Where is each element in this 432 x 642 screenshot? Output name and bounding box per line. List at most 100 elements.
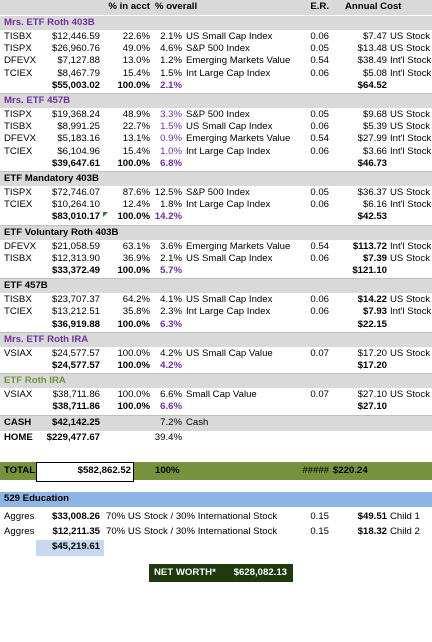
asset-category[interactable]: US Stock [390,347,430,359]
asset-category[interactable]: US Stock [390,31,430,42]
account-title[interactable]: ETF Roth IRA [4,375,66,387]
pct-overall[interactable]: 2.3% [160,306,182,318]
pct-overall[interactable]: 1.5% [160,67,182,79]
account-total-amount[interactable]: $38,711.86 [52,401,101,413]
annual-cost[interactable]: $14.22 [357,294,387,306]
expense-ratio[interactable]: 0.05 [310,187,329,198]
fund-name[interactable]: S&P 500 Index [186,187,250,198]
account-total-cost[interactable]: $46.73 [357,157,387,169]
account-total-cost[interactable]: $22.15 [357,318,387,330]
expense-ratio[interactable]: 0.07 [310,347,329,359]
account-total-pct-overall[interactable]: 6.6% [160,401,182,413]
pct-in-account[interactable]: 36.9% [122,252,150,264]
annual-cost[interactable]: $6.16 [362,199,387,211]
cash-pct[interactable]: 7.2% [160,416,182,428]
education-er[interactable]: 0.15 [310,525,329,537]
expense-ratio[interactable]: 0.06 [310,294,329,306]
education-er[interactable]: 0.15 [310,510,329,522]
amount[interactable]: $12,313.90 [51,252,100,264]
education-total[interactable]: $45,219.61 [51,540,100,552]
expense-ratio[interactable]: 0.06 [310,67,329,79]
fund-name[interactable]: S&P 500 Index [186,43,250,55]
asset-category[interactable]: US Stock [390,121,430,133]
header-pct-acct[interactable]: % in acct [108,1,150,12]
amount[interactable]: $8,467.79 [57,67,100,79]
ticker[interactable]: DFEVX [4,55,36,67]
pct-in-account[interactable]: 49.0% [122,43,150,55]
asset-category[interactable]: Int'l Stock [390,240,432,252]
asset-category[interactable]: Int'l Stock [390,55,432,67]
total-er[interactable]: ##### [302,464,329,476]
education-beneficiary[interactable]: Child 2 [390,525,420,537]
amount[interactable]: $10,264.10 [51,199,100,211]
account-total-pct-acct[interactable]: 100.0% [117,157,150,169]
ticker[interactable]: TISBX [4,121,32,133]
fund-name[interactable]: Emerging Markets Value [186,240,291,252]
fund-name[interactable]: Small Cap Value [186,389,257,401]
total-amount[interactable]: $582,862.52 [36,461,134,482]
expense-ratio[interactable]: 0.06 [310,199,329,211]
home-label[interactable]: HOME [4,431,33,443]
asset-category[interactable]: US Stock [390,389,430,401]
account-total-pct-overall[interactable]: 4.2% [160,360,182,371]
fund-name[interactable]: S&P 500 Index [186,109,250,120]
account-total-amount[interactable]: $24,577.57 [51,360,100,371]
pct-overall[interactable]: 0.9% [160,133,182,145]
annual-cost[interactable]: $36.37 [357,187,387,198]
annual-cost[interactable]: $38.49 [357,55,387,67]
fund-name[interactable]: US Small Cap Index [186,252,273,264]
education-amount[interactable]: $12,211.35 [52,525,101,537]
ticker[interactable]: TISPX [4,43,32,55]
pct-in-account[interactable]: 100.0% [117,389,150,401]
expense-ratio[interactable]: 0.54 [310,240,329,252]
expense-ratio[interactable]: 0.06 [310,306,329,318]
amount[interactable]: $24,577.57 [51,347,100,359]
account-title[interactable]: ETF Mandatory 403B [4,173,99,184]
home-pct[interactable]: 39.4% [154,431,182,443]
account-total-pct-acct[interactable]: 100.0% [117,265,150,276]
education-ticker[interactable]: Aggres [4,510,35,522]
expense-ratio[interactable]: 0.06 [310,121,329,133]
asset-category[interactable]: Int'l Stock [390,145,432,157]
account-total-amount[interactable]: $36,919.88 [51,318,100,330]
account-total-cost[interactable]: $42.53 [357,211,387,223]
asset-category[interactable]: Int'l Stock [390,133,432,145]
annual-cost[interactable]: $27.10 [357,389,387,401]
expense-ratio[interactable]: 0.05 [310,109,329,120]
amount[interactable]: $72,746.07 [51,187,100,198]
expense-ratio[interactable]: 0.06 [310,252,329,264]
account-total-pct-overall[interactable]: 5.7% [160,265,182,276]
education-ticker[interactable]: Aggres [4,525,35,537]
account-total-pct-overall[interactable]: 14.2% [154,211,182,223]
total-pct[interactable]: 100% [155,464,180,476]
pct-in-account[interactable]: 100.0% [117,347,150,359]
pct-in-account[interactable]: 13.0% [122,55,150,67]
account-total-cost[interactable]: $27.10 [357,401,387,413]
pct-overall[interactable]: 4.2% [160,347,182,359]
account-total-cost[interactable]: $121.10 [352,265,387,276]
pct-overall[interactable]: 3.3% [160,109,182,120]
education-title[interactable]: 529 Education [4,492,70,504]
pct-overall[interactable]: 1.5% [160,121,182,133]
ticker[interactable]: TCIEX [4,306,33,318]
annual-cost[interactable]: $13.48 [357,43,387,55]
account-total-amount[interactable]: $55,003.02 [51,79,100,91]
pct-in-account[interactable]: 64.2% [122,294,150,306]
fund-name[interactable]: Int Large Cap Index [186,306,271,318]
account-total-pct-overall[interactable]: 2.1% [160,79,182,91]
ticker[interactable]: TISBX [4,294,32,306]
annual-cost[interactable]: $113.72 [352,240,387,252]
expense-ratio[interactable]: 0.07 [310,389,329,401]
asset-category[interactable]: Int'l Stock [390,67,432,79]
pct-overall[interactable]: 2.1% [160,31,182,42]
fund-name[interactable]: US Small Cap Value [186,347,273,359]
ticker[interactable]: DFEVX [4,133,36,145]
amount[interactable]: $21,058.59 [51,240,100,252]
fund-name[interactable]: Int Large Cap Index [186,145,271,157]
amount[interactable]: $26,960.76 [51,43,100,55]
annual-cost[interactable]: $7.39 [362,252,387,264]
expense-ratio[interactable]: 0.06 [310,145,329,157]
fund-name[interactable]: Int Large Cap Index [186,199,271,211]
asset-category[interactable]: US Stock [390,43,430,55]
ticker[interactable]: TISPX [4,109,32,120]
